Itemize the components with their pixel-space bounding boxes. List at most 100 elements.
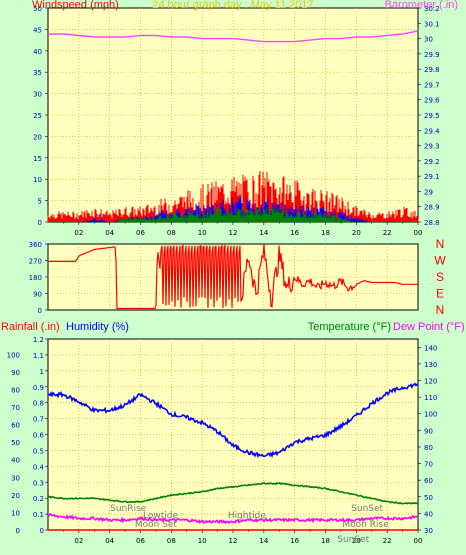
- baro-ytick-label: 29.7: [424, 81, 440, 89]
- baro-ytick-label: 29.1: [424, 173, 440, 181]
- event-annotation: Moon Rise: [342, 520, 389, 530]
- wind-xtick-label: 16: [290, 229, 299, 237]
- humidity-ytick-label: 60: [11, 422, 20, 430]
- humidity-ytick-label: 10: [11, 509, 20, 517]
- wind-ytick-label: 25: [33, 112, 42, 120]
- dewpoint-axis-label: Dew Point (°F): [393, 321, 465, 333]
- event-annotation: Lowtide: [143, 511, 178, 521]
- event-annotation: SunSet: [351, 504, 383, 514]
- compass-label: S: [436, 270, 444, 284]
- baro-ytick-label: 30.1: [424, 20, 440, 28]
- humidity-ytick-label: 20: [11, 492, 20, 500]
- humidity-ytick-label: 40: [11, 457, 20, 465]
- barometer-axis-label: Barometer (.in): [385, 0, 458, 11]
- thermo-xtick-label: 10: [198, 537, 207, 545]
- rain-ytick-label: 1.1: [33, 352, 44, 360]
- wind-xtick-label: 04: [105, 229, 114, 237]
- baro-ytick-label: 29.9: [424, 51, 440, 59]
- wind-average-series: [116, 206, 354, 222]
- thermo-xtick-label: 06: [136, 537, 145, 545]
- baro-ytick-label: 29.6: [424, 97, 440, 105]
- wind-ytick-label: 15: [33, 155, 42, 163]
- direction-ytick-label: 360: [29, 241, 42, 249]
- wind-xtick-label: 12: [229, 229, 238, 237]
- wind-panel: [47, 7, 419, 223]
- wind-xtick-label: 02: [74, 229, 83, 237]
- thermo-xtick-label: 04: [105, 537, 114, 545]
- thermo-xtick-label: 00: [414, 537, 423, 545]
- wind-ytick-label: 35: [33, 69, 42, 77]
- wind-ytick-label: 30: [33, 91, 42, 99]
- humidity-axis-label: Humidity (%): [66, 321, 129, 333]
- thermo-xtick-label: 12: [229, 537, 238, 545]
- temp-ytick-label: 120: [424, 378, 437, 386]
- rain-ytick-label: 1: [40, 368, 44, 376]
- temp-ytick-label: 90: [424, 427, 433, 435]
- baro-ytick-label: 30.2: [424, 5, 440, 13]
- thermo-xtick-label: 22: [383, 537, 392, 545]
- rain-ytick-label: 0.1: [33, 511, 44, 519]
- rain-ytick-label: 0.6: [33, 432, 45, 440]
- windspeed-axis-label: Windspeed (mph): [32, 0, 119, 11]
- rain-ytick-label: 0.4: [33, 463, 45, 471]
- baro-ytick-label: 30: [424, 36, 433, 44]
- wind-xtick-label: 18: [321, 229, 330, 237]
- wind-xtick-label: 14: [259, 229, 268, 237]
- humidity-ytick-label: 30: [11, 474, 20, 482]
- direction-ytick-label: 90: [33, 291, 42, 299]
- wind-xtick-label: 00: [414, 229, 423, 237]
- temperature-line: [47, 481, 419, 505]
- wind-ytick-label: 40: [33, 48, 42, 56]
- baro-ytick-label: 29: [424, 188, 433, 196]
- temperature-axis-label: Temperature (°F): [308, 321, 391, 333]
- compass-label: E: [436, 287, 444, 301]
- wind-xtick-label: 22: [383, 229, 392, 237]
- compass-label: N: [436, 303, 445, 317]
- baro-ytick-label: 29.5: [424, 112, 440, 120]
- thermo-xtick-label: 14: [259, 537, 268, 545]
- thermo-xtick-label: 02: [74, 537, 83, 545]
- wind-ytick-label: 5: [38, 198, 42, 206]
- direction-ytick-label: 270: [29, 258, 42, 266]
- rain-ytick-label: 0.9: [33, 384, 44, 392]
- temp-ytick-label: 40: [424, 510, 433, 518]
- direction-ytick-label: 0: [38, 307, 42, 315]
- humidity-ytick-label: 100: [7, 351, 20, 359]
- wind-direction-line: [48, 243, 418, 310]
- humidity-ytick-label: 0: [16, 527, 20, 535]
- wind-xtick-label: 06: [136, 229, 145, 237]
- thermo-xtick-label: 08: [167, 537, 176, 545]
- baro-ytick-label: 29.2: [424, 158, 440, 166]
- wind-xtick-label: 10: [198, 229, 207, 237]
- thermo-xtick-label: 16: [290, 537, 299, 545]
- baro-ytick-label: 29.3: [424, 143, 440, 151]
- rainfall-axis-label: Rainfall (.in): [1, 321, 60, 333]
- temp-ytick-label: 130: [424, 361, 437, 369]
- event-annotation: Hightide: [228, 511, 266, 521]
- temp-ytick-label: 30: [424, 527, 433, 535]
- dewpoint-line: [47, 513, 419, 525]
- rain-ytick-label: 0.8: [33, 400, 44, 408]
- event-annotation: SunRise: [110, 504, 147, 514]
- event-annotation: Moon Set: [135, 520, 178, 530]
- temp-ytick-label: 100: [424, 411, 437, 419]
- rain-ytick-label: 0.3: [33, 479, 44, 487]
- rain-ytick-label: 0.2: [33, 495, 44, 503]
- humidity-ytick-label: 80: [11, 386, 20, 394]
- chart-title: 24 hour graph day : May 11 2017: [152, 0, 313, 11]
- humidity-line: [47, 382, 419, 459]
- compass-label: W: [434, 254, 446, 268]
- wind-ytick-label: 45: [33, 26, 42, 34]
- humidity-ytick-label: 50: [11, 439, 20, 447]
- temp-ytick-label: 60: [424, 477, 433, 485]
- event-annotation: SunSet: [337, 535, 369, 545]
- barometer-line: [48, 30, 419, 43]
- humidity-ytick-label: 90: [11, 369, 20, 377]
- baro-ytick-label: 29.4: [424, 127, 440, 135]
- baro-ytick-label: 28.8: [424, 219, 440, 227]
- wind-xtick-label: 08: [167, 229, 176, 237]
- wind-ytick-label: 20: [33, 133, 42, 141]
- thermo-xtick-label: 20: [352, 537, 361, 545]
